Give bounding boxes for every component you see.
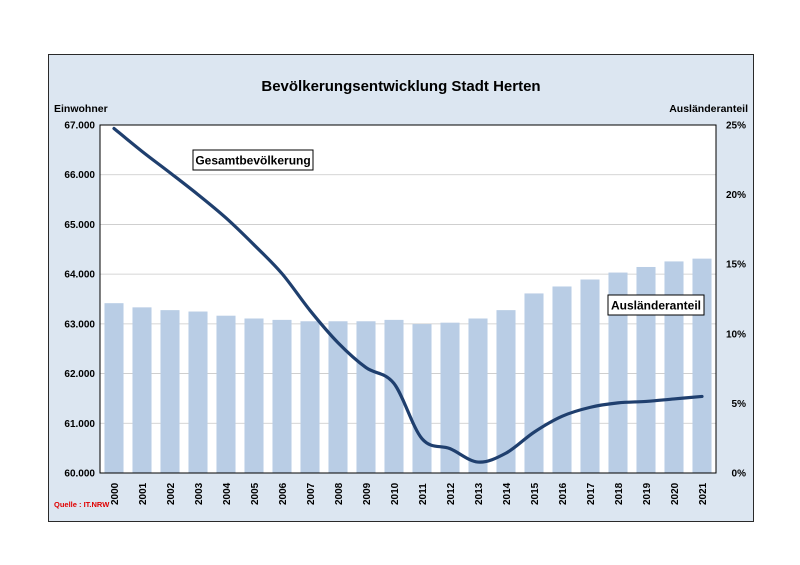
- bar: [244, 318, 264, 473]
- x-tick-label: 2016: [558, 482, 569, 505]
- y-left-tick-label: 64.000: [64, 270, 95, 281]
- x-tick-label: 2020: [670, 482, 681, 505]
- y-axis-left-label: Einwohner: [54, 103, 108, 115]
- y-left-tick-label: 62.000: [64, 369, 95, 380]
- bar: [132, 307, 152, 473]
- plot-border: [99, 124, 717, 474]
- annotation-auslaenderanteil-box: [607, 294, 705, 316]
- y-left-tick-label: 60.000: [64, 469, 95, 480]
- x-tick-label: 2009: [362, 482, 373, 505]
- x-tick-label: 2015: [530, 482, 541, 505]
- bar: [384, 319, 404, 473]
- x-tick-label: 2005: [250, 482, 261, 505]
- bar: [468, 318, 488, 473]
- bar: [300, 321, 320, 473]
- bar: [552, 286, 572, 473]
- y-left-tick-label: 61.000: [64, 419, 95, 430]
- source-note: Quelle : IT.NRW: [54, 500, 110, 509]
- x-tick-label: 2004: [222, 482, 233, 505]
- x-tick-label: 2002: [166, 482, 177, 505]
- x-tick-label: 2006: [278, 482, 289, 505]
- x-tick-label: 2012: [446, 482, 457, 505]
- y-left-tick-label: 67.000: [64, 121, 95, 132]
- y-left-tick-label: 65.000: [64, 220, 95, 231]
- bar: [440, 322, 460, 473]
- y-axis-right-label: Ausländeranteil: [669, 103, 748, 115]
- x-tick-label: 2010: [390, 482, 401, 505]
- y-right-tick-label: 0%: [732, 469, 747, 480]
- bar: [328, 321, 348, 473]
- bar: [496, 310, 516, 473]
- bar: [160, 310, 180, 473]
- bar: [412, 324, 432, 473]
- x-tick-label: 2011: [418, 483, 429, 505]
- y-left-tick-label: 63.000: [64, 319, 95, 330]
- annotation-gesamtbevoelkerung: Gesamtbevölkerung: [195, 154, 310, 168]
- annotation-auslaenderanteil: Ausländeranteil: [611, 299, 701, 313]
- y-right-tick-label: 5%: [732, 399, 747, 410]
- bar: [664, 261, 684, 473]
- y-right-tick-label: 25%: [726, 121, 746, 132]
- annotation-gesamtbevoelkerung-box: [192, 149, 314, 171]
- bar: [580, 279, 600, 473]
- bar: [104, 303, 124, 473]
- bar: [356, 321, 376, 473]
- x-tick-label: 2021: [698, 482, 709, 505]
- bar: [608, 272, 628, 473]
- bar: [188, 311, 208, 473]
- x-tick-label: 2007: [306, 482, 317, 505]
- bar: [692, 258, 712, 473]
- bar: [636, 266, 656, 473]
- series-line: [112, 126, 704, 464]
- y-right-tick-label: 20%: [726, 190, 746, 201]
- x-tick-label: 2003: [194, 482, 205, 505]
- y-left-tick-label: 66.000: [64, 170, 95, 181]
- bar: [272, 319, 292, 473]
- x-tick-label: 2017: [586, 482, 597, 505]
- y-right-tick-label: 15%: [726, 260, 746, 271]
- x-tick-label: 2008: [334, 482, 345, 505]
- x-tick-label: 2018: [614, 482, 625, 505]
- x-tick-label: 2000: [110, 482, 121, 505]
- x-tick-label: 2014: [502, 482, 513, 505]
- bar: [216, 315, 236, 473]
- chart-title: Bevölkerungsentwicklung Stadt Herten: [261, 78, 541, 95]
- x-tick-label: 2019: [642, 482, 653, 505]
- y-right-tick-label: 10%: [726, 329, 746, 340]
- x-tick-label: 2013: [474, 482, 485, 505]
- bar: [524, 293, 544, 473]
- x-tick-label: 2001: [138, 482, 149, 505]
